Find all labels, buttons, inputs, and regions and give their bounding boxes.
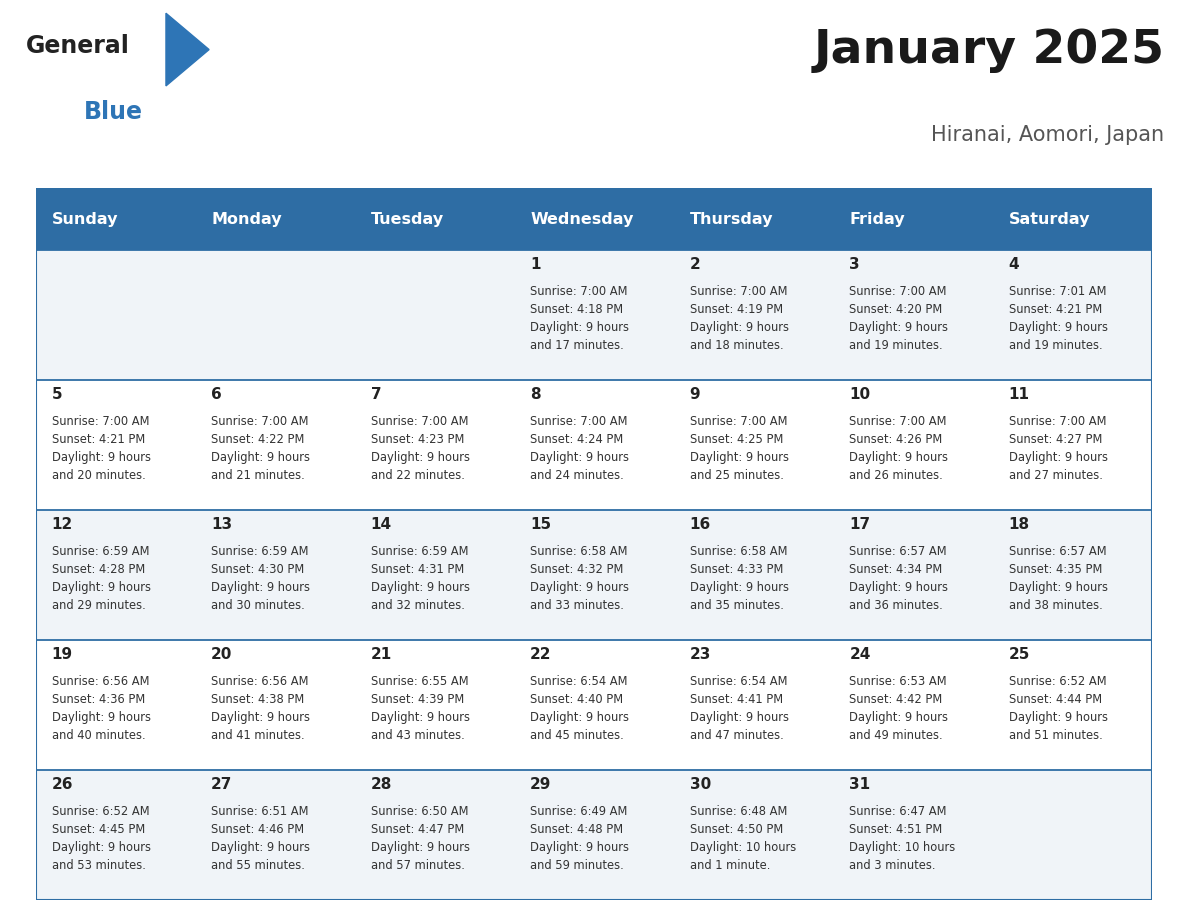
Text: 7: 7 [371,386,381,402]
Bar [36,509,1152,640]
Text: 10: 10 [849,386,871,402]
Text: 2: 2 [690,257,701,272]
Text: Sunrise: 6:58 AM
Sunset: 4:33 PM
Daylight: 9 hours
and 35 minutes.: Sunrise: 6:58 AM Sunset: 4:33 PM Dayligh… [690,545,789,612]
Text: Sunrise: 6:49 AM
Sunset: 4:48 PM
Daylight: 9 hours
and 59 minutes.: Sunrise: 6:49 AM Sunset: 4:48 PM Dayligh… [530,805,630,872]
Bar [514,188,674,250]
Bar [36,769,1152,900]
Bar [36,250,1152,380]
Text: Monday: Monday [211,211,282,227]
Text: Sunrise: 7:00 AM
Sunset: 4:23 PM
Daylight: 9 hours
and 22 minutes.: Sunrise: 7:00 AM Sunset: 4:23 PM Dayligh… [371,415,469,482]
Text: Tuesday: Tuesday [371,211,444,227]
Text: Sunrise: 6:59 AM
Sunset: 4:31 PM
Daylight: 9 hours
and 32 minutes.: Sunrise: 6:59 AM Sunset: 4:31 PM Dayligh… [371,545,469,612]
Text: 11: 11 [1009,386,1030,402]
Text: Sunrise: 7:00 AM
Sunset: 4:22 PM
Daylight: 9 hours
and 21 minutes.: Sunrise: 7:00 AM Sunset: 4:22 PM Dayligh… [211,415,310,482]
Bar [36,380,1152,509]
Text: 28: 28 [371,777,392,792]
Text: Sunrise: 6:52 AM
Sunset: 4:45 PM
Daylight: 9 hours
and 53 minutes.: Sunrise: 6:52 AM Sunset: 4:45 PM Dayligh… [51,805,151,872]
Text: 12: 12 [51,517,72,532]
Bar [36,640,1152,769]
Text: 16: 16 [690,517,710,532]
Text: 30: 30 [690,777,710,792]
Text: Sunrise: 6:54 AM
Sunset: 4:40 PM
Daylight: 9 hours
and 45 minutes.: Sunrise: 6:54 AM Sunset: 4:40 PM Dayligh… [530,676,630,743]
Text: Blue: Blue [83,100,143,124]
Polygon shape [166,13,209,86]
Text: Friday: Friday [849,211,905,227]
Text: Sunrise: 6:56 AM
Sunset: 4:36 PM
Daylight: 9 hours
and 40 minutes.: Sunrise: 6:56 AM Sunset: 4:36 PM Dayligh… [51,676,151,743]
Text: Sunrise: 7:00 AM
Sunset: 4:24 PM
Daylight: 9 hours
and 24 minutes.: Sunrise: 7:00 AM Sunset: 4:24 PM Dayligh… [530,415,630,482]
Text: 26: 26 [51,777,74,792]
Text: Sunrise: 6:53 AM
Sunset: 4:42 PM
Daylight: 9 hours
and 49 minutes.: Sunrise: 6:53 AM Sunset: 4:42 PM Dayligh… [849,676,948,743]
Text: Sunrise: 6:59 AM
Sunset: 4:28 PM
Daylight: 9 hours
and 29 minutes.: Sunrise: 6:59 AM Sunset: 4:28 PM Dayligh… [51,545,151,612]
Text: General: General [26,34,129,58]
Bar [355,188,514,250]
Text: Sunrise: 6:47 AM
Sunset: 4:51 PM
Daylight: 10 hours
and 3 minutes.: Sunrise: 6:47 AM Sunset: 4:51 PM Dayligh… [849,805,955,872]
Text: Sunrise: 6:59 AM
Sunset: 4:30 PM
Daylight: 9 hours
and 30 minutes.: Sunrise: 6:59 AM Sunset: 4:30 PM Dayligh… [211,545,310,612]
Text: 24: 24 [849,647,871,662]
Text: Sunrise: 6:57 AM
Sunset: 4:35 PM
Daylight: 9 hours
and 38 minutes.: Sunrise: 6:57 AM Sunset: 4:35 PM Dayligh… [1009,545,1107,612]
Text: Sunrise: 6:58 AM
Sunset: 4:32 PM
Daylight: 9 hours
and 33 minutes.: Sunrise: 6:58 AM Sunset: 4:32 PM Dayligh… [530,545,630,612]
Text: Sunrise: 6:54 AM
Sunset: 4:41 PM
Daylight: 9 hours
and 47 minutes.: Sunrise: 6:54 AM Sunset: 4:41 PM Dayligh… [690,676,789,743]
Text: Sunrise: 6:50 AM
Sunset: 4:47 PM
Daylight: 9 hours
and 57 minutes.: Sunrise: 6:50 AM Sunset: 4:47 PM Dayligh… [371,805,469,872]
Text: Sunrise: 6:57 AM
Sunset: 4:34 PM
Daylight: 9 hours
and 36 minutes.: Sunrise: 6:57 AM Sunset: 4:34 PM Dayligh… [849,545,948,612]
Text: Sunrise: 7:01 AM
Sunset: 4:21 PM
Daylight: 9 hours
and 19 minutes.: Sunrise: 7:01 AM Sunset: 4:21 PM Dayligh… [1009,285,1107,353]
Text: 20: 20 [211,647,233,662]
Text: 13: 13 [211,517,232,532]
Text: 1: 1 [530,257,541,272]
Text: 5: 5 [51,386,62,402]
Text: 9: 9 [690,386,701,402]
Text: 8: 8 [530,386,541,402]
Text: 18: 18 [1009,517,1030,532]
Text: 15: 15 [530,517,551,532]
Text: 25: 25 [1009,647,1030,662]
Text: 21: 21 [371,647,392,662]
Text: Sunday: Sunday [51,211,118,227]
Bar [993,188,1152,250]
Text: Sunrise: 6:55 AM
Sunset: 4:39 PM
Daylight: 9 hours
and 43 minutes.: Sunrise: 6:55 AM Sunset: 4:39 PM Dayligh… [371,676,469,743]
Text: Sunrise: 7:00 AM
Sunset: 4:26 PM
Daylight: 9 hours
and 26 minutes.: Sunrise: 7:00 AM Sunset: 4:26 PM Dayligh… [849,415,948,482]
Bar [674,188,833,250]
Text: Sunrise: 7:00 AM
Sunset: 4:21 PM
Daylight: 9 hours
and 20 minutes.: Sunrise: 7:00 AM Sunset: 4:21 PM Dayligh… [51,415,151,482]
Text: 17: 17 [849,517,871,532]
Text: Hiranai, Aomori, Japan: Hiranai, Aomori, Japan [931,125,1164,145]
Text: 29: 29 [530,777,551,792]
Text: Sunrise: 7:00 AM
Sunset: 4:20 PM
Daylight: 9 hours
and 19 minutes.: Sunrise: 7:00 AM Sunset: 4:20 PM Dayligh… [849,285,948,353]
Text: Sunrise: 7:00 AM
Sunset: 4:18 PM
Daylight: 9 hours
and 17 minutes.: Sunrise: 7:00 AM Sunset: 4:18 PM Dayligh… [530,285,630,353]
Text: Sunrise: 6:48 AM
Sunset: 4:50 PM
Daylight: 10 hours
and 1 minute.: Sunrise: 6:48 AM Sunset: 4:50 PM Dayligh… [690,805,796,872]
Text: Thursday: Thursday [690,211,773,227]
Text: 27: 27 [211,777,233,792]
Text: Sunrise: 7:00 AM
Sunset: 4:25 PM
Daylight: 9 hours
and 25 minutes.: Sunrise: 7:00 AM Sunset: 4:25 PM Dayligh… [690,415,789,482]
Text: Sunrise: 7:00 AM
Sunset: 4:27 PM
Daylight: 9 hours
and 27 minutes.: Sunrise: 7:00 AM Sunset: 4:27 PM Dayligh… [1009,415,1107,482]
Text: 19: 19 [51,647,72,662]
Text: 14: 14 [371,517,392,532]
Bar [833,188,993,250]
Text: Sunrise: 6:52 AM
Sunset: 4:44 PM
Daylight: 9 hours
and 51 minutes.: Sunrise: 6:52 AM Sunset: 4:44 PM Dayligh… [1009,676,1107,743]
Text: 23: 23 [690,647,712,662]
Text: Sunrise: 6:51 AM
Sunset: 4:46 PM
Daylight: 9 hours
and 55 minutes.: Sunrise: 6:51 AM Sunset: 4:46 PM Dayligh… [211,805,310,872]
Text: 3: 3 [849,257,860,272]
Text: Sunrise: 7:00 AM
Sunset: 4:19 PM
Daylight: 9 hours
and 18 minutes.: Sunrise: 7:00 AM Sunset: 4:19 PM Dayligh… [690,285,789,353]
Text: Sunrise: 6:56 AM
Sunset: 4:38 PM
Daylight: 9 hours
and 41 minutes.: Sunrise: 6:56 AM Sunset: 4:38 PM Dayligh… [211,676,310,743]
Text: 4: 4 [1009,257,1019,272]
Text: 6: 6 [211,386,222,402]
Text: 31: 31 [849,777,871,792]
Text: January 2025: January 2025 [814,28,1164,73]
Text: Saturday: Saturday [1009,211,1091,227]
Text: Wednesday: Wednesday [530,211,633,227]
Text: 22: 22 [530,647,551,662]
Bar [195,188,355,250]
Bar [36,188,195,250]
